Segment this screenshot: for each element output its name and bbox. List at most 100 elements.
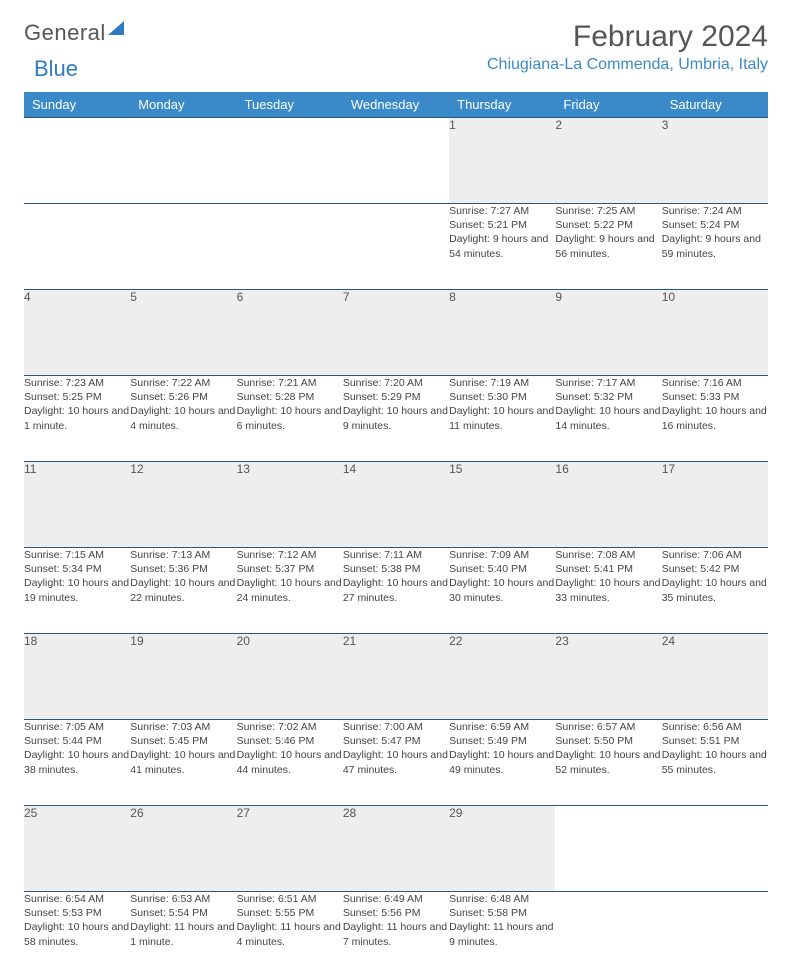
sunrise-text: Sunrise: 7:06 AM — [662, 548, 768, 562]
day-number-cell: 8 — [449, 290, 555, 376]
sunrise-text: Sunrise: 7:20 AM — [343, 376, 449, 390]
sunrise-text: Sunrise: 6:57 AM — [555, 720, 661, 734]
day-content-row: Sunrise: 7:27 AMSunset: 5:21 PM Daylight:… — [24, 204, 768, 290]
sunrise-text: Sunrise: 6:54 AM — [24, 892, 130, 906]
logo-text-gray: General — [24, 20, 106, 46]
sunrise-text: Sunrise: 7:00 AM — [343, 720, 449, 734]
day-number-row: 123 — [24, 118, 768, 204]
daylight-text: Daylight: 11 hours and 4 minutes. — [237, 920, 343, 948]
day-number-cell: 28 — [343, 806, 449, 892]
day-content-cell: Sunrise: 7:05 AMSunset: 5:44 PMDaylight:… — [24, 720, 130, 806]
day-content-cell: Sunrise: 6:54 AMSunset: 5:53 PMDaylight:… — [24, 892, 130, 978]
sunset-text: Sunset: 5:47 PM — [343, 734, 449, 748]
day-content-cell — [343, 204, 449, 290]
sunset-text: Sunset: 5:28 PM — [237, 390, 343, 404]
day-number-cell: 10 — [662, 290, 768, 376]
day-content-cell: Sunrise: 7:27 AMSunset: 5:21 PMDaylight:… — [449, 204, 555, 290]
day-content-row: Sunrise: 7:05 AMSunset: 5:44 PMDaylight:… — [24, 720, 768, 806]
day-content-cell: Sunrise: 7:02 AMSunset: 5:46 PMDaylight:… — [237, 720, 343, 806]
daylight-text: Daylight: 10 hours and 52 minutes. — [555, 748, 661, 776]
daylight-text: Daylight: 10 hours and 27 minutes. — [343, 576, 449, 604]
sunset-text: Sunset: 5:51 PM — [662, 734, 768, 748]
day-number-cell: 27 — [237, 806, 343, 892]
day-number-cell — [555, 806, 661, 892]
sunrise-text: Sunrise: 7:25 AM — [555, 204, 661, 218]
day-number-cell: 4 — [24, 290, 130, 376]
sunset-text: Sunset: 5:44 PM — [24, 734, 130, 748]
day-content-cell: Sunrise: 7:22 AMSunset: 5:26 PMDaylight:… — [130, 376, 236, 462]
sunset-text: Sunset: 5:56 PM — [343, 906, 449, 920]
day-number-cell: 22 — [449, 634, 555, 720]
day-header: Wednesday — [343, 92, 449, 118]
sunrise-text: Sunrise: 7:02 AM — [237, 720, 343, 734]
sunset-text: Sunset: 5:36 PM — [130, 562, 236, 576]
day-content-row: Sunrise: 7:23 AMSunset: 5:25 PMDaylight:… — [24, 376, 768, 462]
daylight-text: Daylight: 10 hours and 19 minutes. — [24, 576, 130, 604]
day-header: Saturday — [662, 92, 768, 118]
sunrise-text: Sunrise: 7:13 AM — [130, 548, 236, 562]
daylight-text: Daylight: 10 hours and 24 minutes. — [237, 576, 343, 604]
daylight-text: Daylight: 10 hours and 33 minutes. — [555, 576, 661, 604]
day-content-cell: Sunrise: 7:00 AMSunset: 5:47 PMDaylight:… — [343, 720, 449, 806]
calendar-header-row: Sunday Monday Tuesday Wednesday Thursday… — [24, 92, 768, 118]
day-content-cell: Sunrise: 7:06 AMSunset: 5:42 PMDaylight:… — [662, 548, 768, 634]
day-content-cell: Sunrise: 7:03 AMSunset: 5:45 PMDaylight:… — [130, 720, 236, 806]
sunrise-text: Sunrise: 7:24 AM — [662, 204, 768, 218]
day-content-cell — [237, 204, 343, 290]
day-number-cell: 21 — [343, 634, 449, 720]
daylight-text: Daylight: 9 hours and 59 minutes. — [662, 232, 768, 260]
day-number-cell: 25 — [24, 806, 130, 892]
day-number-row: 2526272829 — [24, 806, 768, 892]
sunset-text: Sunset: 5:21 PM — [449, 218, 555, 232]
day-number-cell: 2 — [555, 118, 661, 204]
day-content-row: Sunrise: 7:15 AMSunset: 5:34 PMDaylight:… — [24, 548, 768, 634]
day-number-cell — [343, 118, 449, 204]
day-number-cell — [662, 806, 768, 892]
triangle-icon — [108, 21, 124, 35]
sunrise-text: Sunrise: 7:11 AM — [343, 548, 449, 562]
day-content-cell: Sunrise: 7:15 AMSunset: 5:34 PMDaylight:… — [24, 548, 130, 634]
sunset-text: Sunset: 5:40 PM — [449, 562, 555, 576]
daylight-text: Daylight: 10 hours and 1 minute. — [24, 404, 130, 432]
sunrise-text: Sunrise: 7:16 AM — [662, 376, 768, 390]
sunrise-text: Sunrise: 7:03 AM — [130, 720, 236, 734]
daylight-text: Daylight: 10 hours and 47 minutes. — [343, 748, 449, 776]
day-header: Tuesday — [237, 92, 343, 118]
day-content-cell: Sunrise: 7:12 AMSunset: 5:37 PMDaylight:… — [237, 548, 343, 634]
day-content-cell: Sunrise: 7:11 AMSunset: 5:38 PMDaylight:… — [343, 548, 449, 634]
day-number-row: 11121314151617 — [24, 462, 768, 548]
title-block: February 2024 Chiugiana-La Commenda, Umb… — [487, 20, 768, 74]
sunrise-text: Sunrise: 7:08 AM — [555, 548, 661, 562]
daylight-text: Daylight: 10 hours and 11 minutes. — [449, 404, 555, 432]
day-number-cell: 17 — [662, 462, 768, 548]
calendar-body: 123Sunrise: 7:27 AMSunset: 5:21 PM Daylig… — [24, 118, 768, 978]
day-content-cell — [555, 892, 661, 978]
day-header: Monday — [130, 92, 236, 118]
day-content-cell: Sunrise: 6:57 AMSunset: 5:50 PMDaylight:… — [555, 720, 661, 806]
sunset-text: Sunset: 5:41 PM — [555, 562, 661, 576]
sunrise-text: Sunrise: 7:22 AM — [130, 376, 236, 390]
sunrise-text: Sunrise: 7:19 AM — [449, 376, 555, 390]
day-number-cell — [130, 118, 236, 204]
day-content-cell — [130, 204, 236, 290]
day-number-cell: 16 — [555, 462, 661, 548]
day-number-cell: 11 — [24, 462, 130, 548]
sunset-text: Sunset: 5:58 PM — [449, 906, 555, 920]
sunrise-text: Sunrise: 7:15 AM — [24, 548, 130, 562]
day-content-cell: Sunrise: 6:59 AMSunset: 5:49 PMDaylight:… — [449, 720, 555, 806]
sunset-text: Sunset: 5:45 PM — [130, 734, 236, 748]
logo-text-blue: Blue — [34, 56, 78, 81]
day-content-cell: Sunrise: 7:08 AMSunset: 5:41 PMDaylight:… — [555, 548, 661, 634]
daylight-text: Daylight: 11 hours and 7 minutes. — [343, 920, 449, 948]
day-content-cell: Sunrise: 6:53 AMSunset: 5:54 PMDaylight:… — [130, 892, 236, 978]
daylight-text: Daylight: 10 hours and 38 minutes. — [24, 748, 130, 776]
day-content-cell: Sunrise: 7:13 AMSunset: 5:36 PMDaylight:… — [130, 548, 236, 634]
sunrise-text: Sunrise: 7:17 AM — [555, 376, 661, 390]
day-content-cell: Sunrise: 7:23 AMSunset: 5:25 PMDaylight:… — [24, 376, 130, 462]
sunrise-text: Sunrise: 7:27 AM — [449, 204, 555, 218]
day-number-cell: 19 — [130, 634, 236, 720]
daylight-text: Daylight: 10 hours and 14 minutes. — [555, 404, 661, 432]
sunset-text: Sunset: 5:29 PM — [343, 390, 449, 404]
sunset-text: Sunset: 5:53 PM — [24, 906, 130, 920]
sunset-text: Sunset: 5:32 PM — [555, 390, 661, 404]
